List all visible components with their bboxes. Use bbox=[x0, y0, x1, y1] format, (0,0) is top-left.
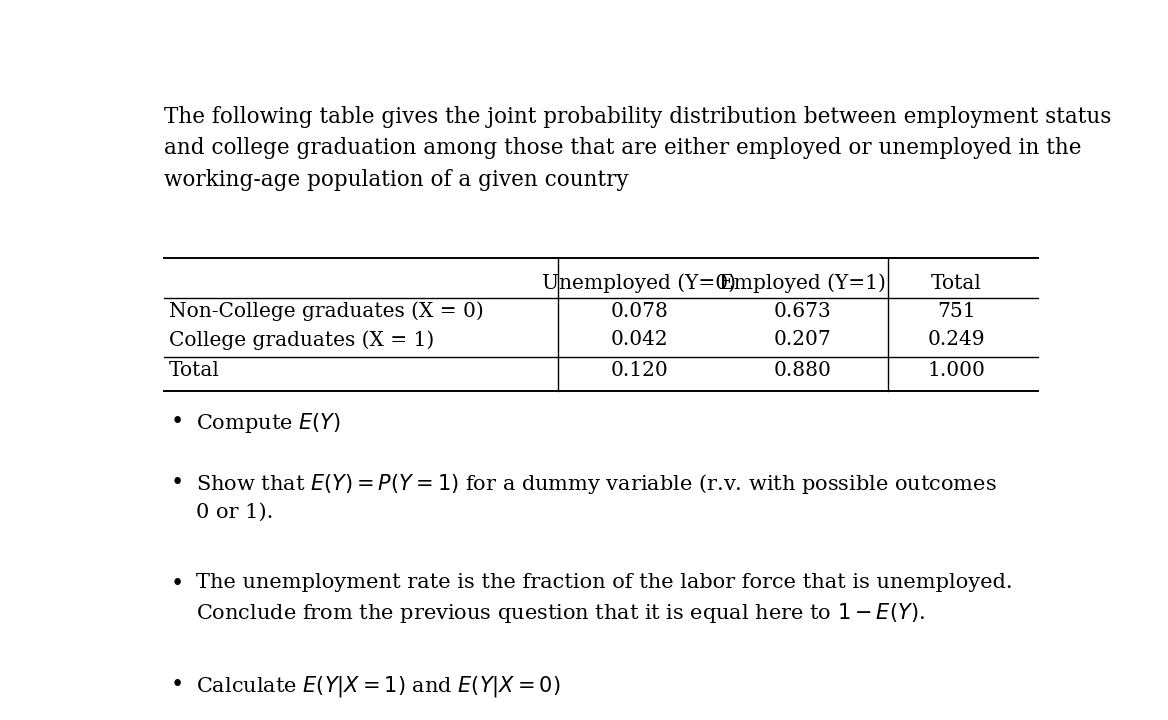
Text: 0.880: 0.880 bbox=[773, 361, 832, 380]
Text: The following table gives the joint probability distribution between employment : The following table gives the joint prob… bbox=[164, 106, 1112, 191]
Text: Employed (Y=1): Employed (Y=1) bbox=[718, 274, 885, 293]
Text: 751: 751 bbox=[937, 302, 975, 321]
Text: Calculate $E(Y|X = 1)$ and $E(Y|X = 0)$: Calculate $E(Y|X = 1)$ and $E(Y|X = 0)$ bbox=[196, 673, 561, 698]
Text: 0.207: 0.207 bbox=[773, 330, 832, 349]
Text: 0.249: 0.249 bbox=[927, 330, 985, 349]
Text: Show that $E(Y) = P(Y = 1)$ for a dummy variable (r.v. with possible outcomes
0 : Show that $E(Y) = P(Y = 1)$ for a dummy … bbox=[196, 472, 996, 522]
Text: Total: Total bbox=[931, 274, 981, 293]
Text: 0.078: 0.078 bbox=[611, 302, 668, 321]
Text: The unemployment rate is the fraction of the labor force that is unemployed.
Con: The unemployment rate is the fraction of… bbox=[196, 572, 1013, 625]
Text: •: • bbox=[171, 572, 185, 595]
Text: 0.042: 0.042 bbox=[611, 330, 668, 349]
Text: 0.673: 0.673 bbox=[773, 302, 832, 321]
Text: •: • bbox=[171, 673, 185, 696]
Text: Compute $E(Y)$: Compute $E(Y)$ bbox=[196, 410, 341, 435]
Text: Unemployed (Y=0): Unemployed (Y=0) bbox=[542, 274, 736, 293]
Text: 0.120: 0.120 bbox=[611, 361, 668, 380]
Text: •: • bbox=[171, 472, 185, 494]
Text: Non-College graduates (X = 0): Non-College graduates (X = 0) bbox=[168, 302, 484, 321]
Text: •: • bbox=[171, 410, 185, 433]
Text: 1.000: 1.000 bbox=[927, 361, 985, 380]
Text: College graduates (X = 1): College graduates (X = 1) bbox=[168, 330, 433, 350]
Text: Total: Total bbox=[168, 361, 220, 380]
